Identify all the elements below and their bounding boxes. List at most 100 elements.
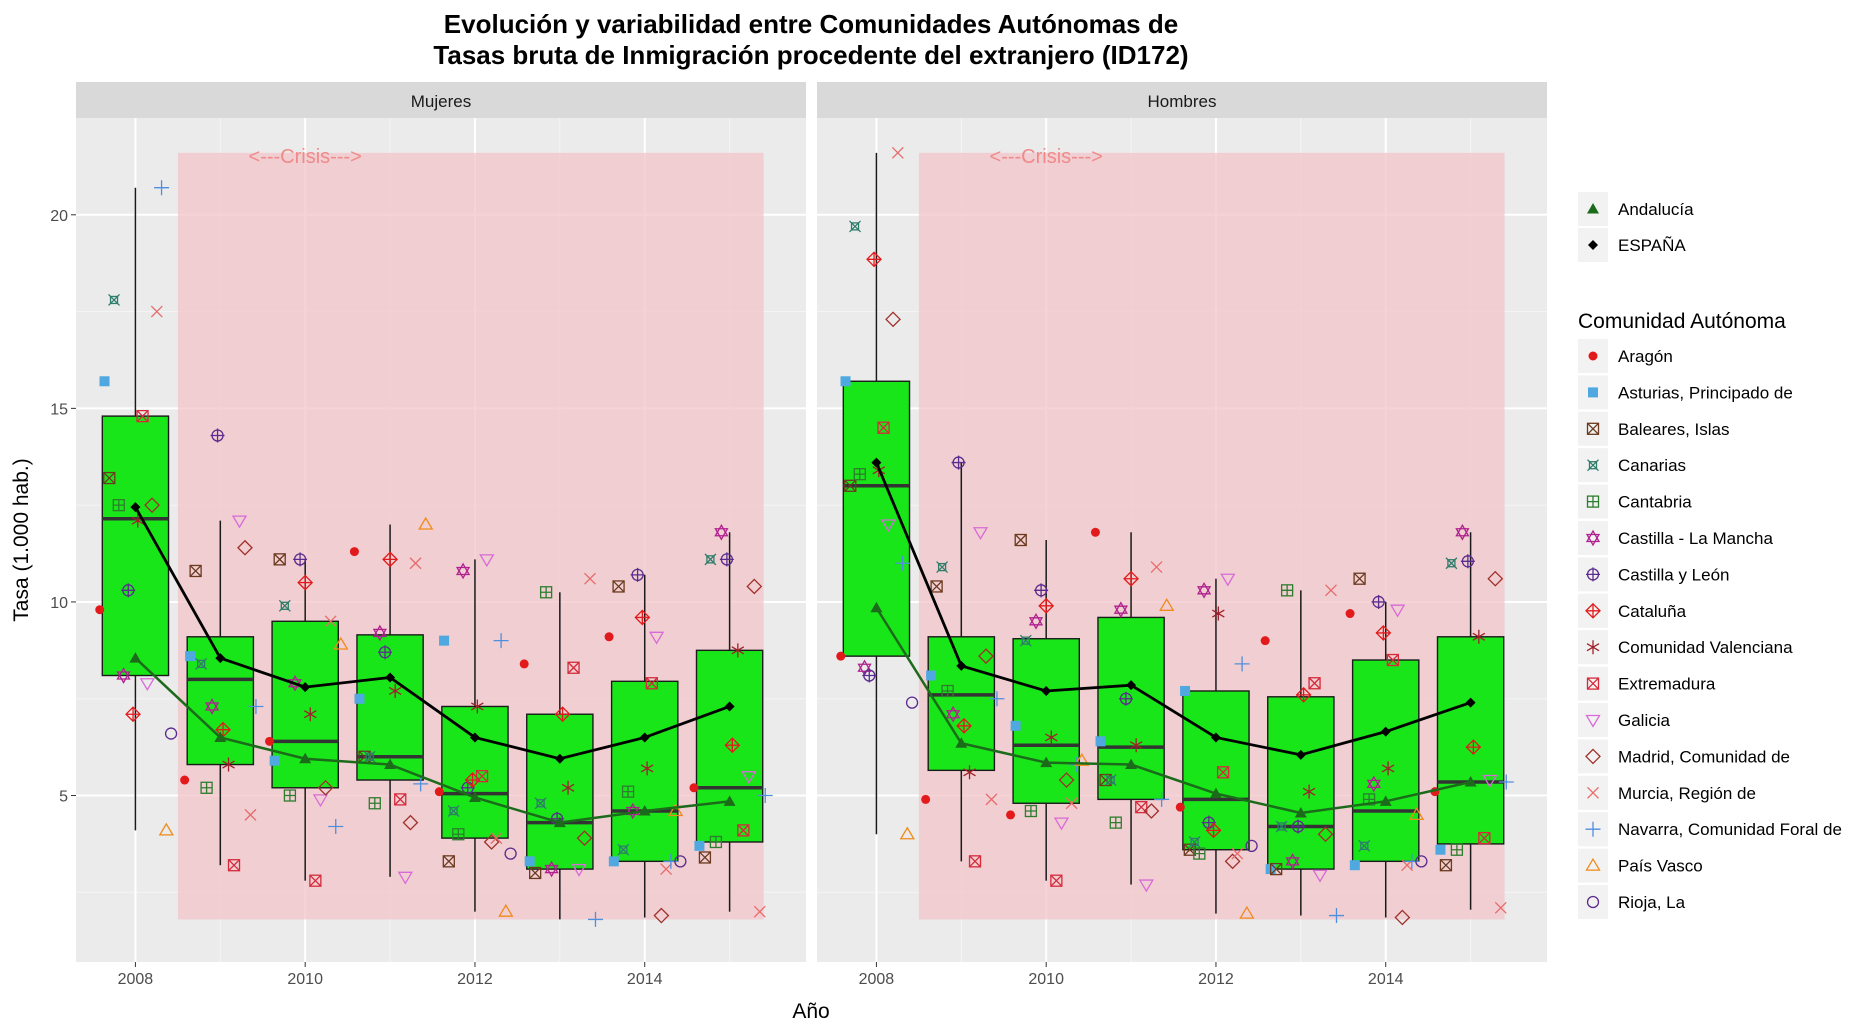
legend-label: Asturias, Principado de: [1618, 383, 1793, 402]
panel-strip-label: Hombres: [1148, 92, 1217, 111]
point-2014: [660, 863, 673, 876]
box-2015: [1436, 532, 1505, 910]
legend-key: [1585, 857, 1601, 871]
box-2015: [695, 532, 764, 912]
point-2015: [694, 840, 705, 851]
box-body: [1097, 616, 1165, 801]
point-2014: [1386, 653, 1400, 667]
point-2011: [363, 750, 376, 763]
point-2013: [554, 706, 571, 723]
point-2012: [483, 834, 500, 850]
point-2013: [1302, 784, 1316, 799]
point-2008: [844, 479, 857, 492]
box-body: [695, 649, 764, 843]
point-2015: [709, 835, 723, 849]
point-2012: [1180, 685, 1191, 696]
espana-point: [724, 701, 735, 712]
panel-strip: [817, 82, 1547, 118]
box-2014: [610, 574, 679, 918]
point-2013: [587, 911, 603, 927]
point-2013: [1270, 862, 1283, 876]
point-2015: [1487, 570, 1504, 587]
point-2010: [1024, 804, 1038, 818]
point-2015: [719, 552, 734, 567]
box-body: [1436, 636, 1505, 845]
legend-key-bg: [1578, 703, 1608, 737]
panel-strip: [76, 82, 806, 118]
point-2015: [1445, 557, 1458, 570]
legend-label: Extremadura: [1618, 675, 1716, 694]
point-2008: [899, 826, 915, 840]
crisis-label: <---Crisis--->: [249, 146, 362, 168]
box-body: [1182, 690, 1250, 851]
andalucia-point: [955, 737, 968, 748]
point-2013: [539, 586, 553, 599]
espana-point: [385, 672, 396, 683]
point-2010: [1050, 874, 1063, 887]
point-2010: [265, 736, 275, 746]
legend-key-bg: [1578, 885, 1608, 919]
point-2010: [328, 818, 344, 834]
point-2014: [630, 567, 645, 582]
legend-key: [1585, 821, 1601, 837]
point-2014: [1404, 853, 1420, 869]
legend-title: Comunidad Autónoma: [1578, 310, 1786, 333]
panel-mujeres: Mujeres <---Crisis---> 2008 2010 2012 2014: [76, 82, 806, 988]
point-2011: [1090, 527, 1100, 537]
point-2009: [951, 455, 966, 470]
box-body: [927, 636, 996, 772]
y-tick-label: 15: [50, 401, 68, 418]
legend-label: Aragón: [1618, 347, 1673, 366]
point-2010: [293, 552, 308, 567]
point-2011: [1129, 738, 1143, 753]
point-2008: [121, 583, 136, 598]
point-2010: [1044, 730, 1058, 745]
legend-key: [1587, 203, 1599, 214]
point-2015: [1498, 774, 1514, 790]
point-2013: [584, 572, 596, 585]
point-2008: [877, 421, 890, 434]
point-2011: [1159, 598, 1175, 611]
point-2013: [1285, 853, 1300, 870]
espana-point: [1465, 697, 1476, 708]
point-2015: [1465, 739, 1482, 756]
point-2011: [413, 776, 429, 792]
point-2008: [144, 497, 160, 514]
andalucia-point: [299, 752, 312, 764]
point-2015: [741, 771, 757, 784]
panels: Mujeres<---Crisis--->2008 2010 2012 2014 Hom…: [50, 82, 1547, 988]
point-2012: [1212, 606, 1225, 621]
point-2014: [604, 632, 614, 642]
point-2011: [372, 624, 388, 642]
box-2011: [1097, 532, 1165, 885]
point-2013: [529, 866, 542, 880]
point-2012: [464, 772, 481, 788]
point-2015: [746, 578, 763, 595]
legend-label: Rioja, La: [1618, 893, 1686, 912]
point-2012: [1196, 582, 1212, 599]
espana-point: [300, 682, 311, 693]
point-2015: [1455, 523, 1470, 541]
point-2014: [1366, 775, 1381, 793]
y-tick-label: 5: [59, 789, 68, 806]
point-2009: [189, 564, 202, 578]
point-2010: [317, 779, 334, 796]
point-2013: [571, 863, 587, 877]
point-2011: [1123, 570, 1139, 587]
point-2015: [1494, 901, 1507, 914]
espana-point: [469, 732, 480, 743]
point-2009: [180, 775, 190, 785]
point-2012: [471, 699, 484, 714]
point-2015: [1439, 859, 1453, 872]
box-2012: [1182, 578, 1250, 914]
point-2014: [1381, 761, 1395, 776]
legend-key: [1588, 387, 1598, 398]
andalucia-point: [1209, 787, 1222, 799]
andalucia-point: [1040, 756, 1053, 768]
point-2014: [617, 843, 630, 856]
point-2015: [724, 737, 741, 754]
point-2009: [195, 657, 208, 670]
point-2014: [1362, 793, 1376, 806]
point-2010: [278, 599, 291, 612]
